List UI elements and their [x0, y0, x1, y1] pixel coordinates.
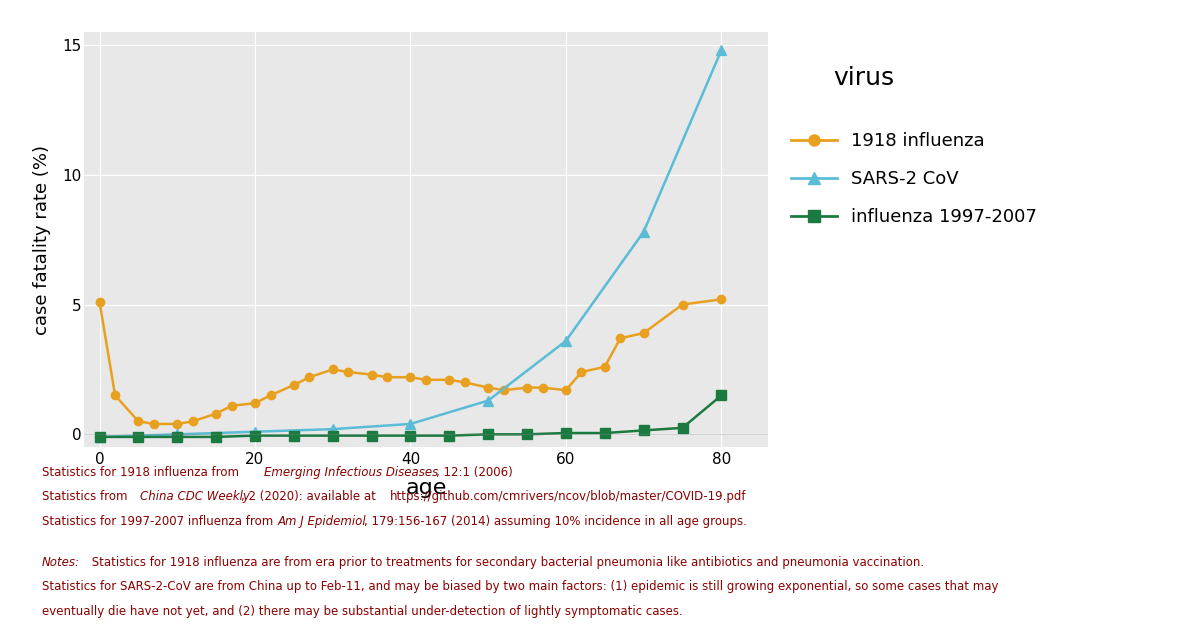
- 1918 influenza: [598, 363, 612, 371]
- Legend: 1918 influenza, SARS-2 CoV, influenza 1997-2007: 1918 influenza, SARS-2 CoV, influenza 19…: [778, 118, 1051, 241]
- 1918 influenza: [302, 373, 317, 381]
- Text: Statistics from: Statistics from: [42, 490, 131, 504]
- Text: , 12:1 (2006): , 12:1 (2006): [436, 466, 512, 479]
- 1918 influenza: [497, 387, 511, 394]
- influenza 1997-2007: [442, 432, 456, 440]
- 1918 influenza: [170, 420, 185, 427]
- SARS-2 CoV: [248, 428, 263, 436]
- influenza 1997-2007: [248, 432, 263, 440]
- 1918 influenza: [559, 387, 574, 394]
- Text: , 179:156-167 (2014) assuming 10% incidence in all age groups.: , 179:156-167 (2014) assuming 10% incide…: [364, 514, 746, 528]
- Text: Am J Epidemiol: Am J Epidemiol: [277, 514, 366, 528]
- influenza 1997-2007: [676, 424, 690, 432]
- 1918 influenza: [248, 399, 263, 407]
- influenza 1997-2007: [209, 433, 223, 441]
- 1918 influenza: [575, 368, 589, 376]
- SARS-2 CoV: [170, 431, 185, 438]
- SARS-2 CoV: [559, 337, 574, 344]
- 1918 influenza: [341, 368, 355, 376]
- influenza 1997-2007: [481, 431, 496, 438]
- influenza 1997-2007: [131, 433, 145, 441]
- 1918 influenza: [535, 384, 550, 392]
- influenza 1997-2007: [325, 432, 340, 440]
- Text: China CDC Weekly: China CDC Weekly: [140, 490, 251, 504]
- Line: 1918 influenza: 1918 influenza: [95, 295, 726, 428]
- X-axis label: age: age: [406, 478, 446, 498]
- Text: Statistics for 1918 influenza are from era prior to treatments for secondary bac: Statistics for 1918 influenza are from e…: [88, 556, 924, 569]
- Line: influenza 1997-2007: influenza 1997-2007: [95, 390, 726, 442]
- SARS-2 CoV: [481, 397, 496, 404]
- influenza 1997-2007: [92, 433, 107, 441]
- SARS-2 CoV: [325, 426, 340, 433]
- SARS-2 CoV: [92, 433, 107, 441]
- 1918 influenza: [224, 402, 239, 410]
- Text: Statistics for SARS-2-CoV are from China up to Feb-11, and may be biased by two : Statistics for SARS-2-CoV are from China…: [42, 580, 998, 594]
- 1918 influenza: [325, 366, 340, 373]
- 1918 influenza: [380, 373, 395, 381]
- Text: virus: virus: [833, 66, 894, 90]
- Text: Statistics for 1997-2007 influenza from: Statistics for 1997-2007 influenza from: [42, 514, 277, 528]
- influenza 1997-2007: [287, 432, 301, 440]
- Line: SARS-2 CoV: SARS-2 CoV: [95, 45, 726, 442]
- 1918 influenza: [287, 381, 301, 389]
- influenza 1997-2007: [403, 432, 418, 440]
- influenza 1997-2007: [559, 429, 574, 437]
- Text: eventually die have not yet, and (2) there may be substantial under-detection of: eventually die have not yet, and (2) the…: [42, 604, 683, 618]
- influenza 1997-2007: [520, 431, 534, 438]
- SARS-2 CoV: [714, 46, 728, 54]
- Text: Emerging Infectious Diseases: Emerging Infectious Diseases: [264, 466, 438, 479]
- 1918 influenza: [108, 392, 122, 399]
- SARS-2 CoV: [636, 228, 650, 236]
- influenza 1997-2007: [598, 429, 612, 437]
- 1918 influenza: [636, 329, 650, 337]
- 1918 influenza: [263, 392, 277, 399]
- 1918 influenza: [403, 373, 418, 381]
- 1918 influenza: [365, 371, 379, 378]
- 1918 influenza: [442, 376, 456, 383]
- influenza 1997-2007: [714, 392, 728, 399]
- 1918 influenza: [419, 376, 433, 383]
- Text: , 2 (2020): available at: , 2 (2020): available at: [241, 490, 384, 504]
- 1918 influenza: [146, 420, 161, 427]
- Text: Notes:: Notes:: [42, 556, 80, 569]
- Y-axis label: case fatality rate (%): case fatality rate (%): [32, 144, 50, 335]
- 1918 influenza: [613, 334, 628, 342]
- 1918 influenza: [481, 384, 496, 392]
- 1918 influenza: [186, 417, 200, 425]
- influenza 1997-2007: [636, 427, 650, 435]
- 1918 influenza: [457, 378, 472, 386]
- 1918 influenza: [92, 298, 107, 306]
- influenza 1997-2007: [170, 433, 185, 441]
- 1918 influenza: [676, 301, 690, 309]
- Text: Statistics for 1918 influenza from: Statistics for 1918 influenza from: [42, 466, 242, 479]
- 1918 influenza: [520, 384, 534, 392]
- influenza 1997-2007: [365, 432, 379, 440]
- 1918 influenza: [131, 417, 145, 425]
- 1918 influenza: [209, 410, 223, 417]
- SARS-2 CoV: [403, 420, 418, 427]
- Text: https://github.com/cmrivers/ncov/blob/master/COVID-19.pdf: https://github.com/cmrivers/ncov/blob/ma…: [390, 490, 746, 504]
- 1918 influenza: [714, 295, 728, 303]
